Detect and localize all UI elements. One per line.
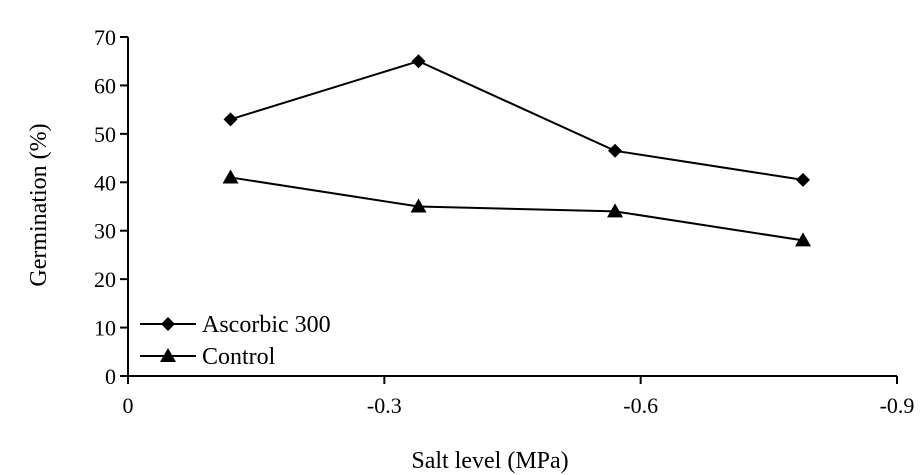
y-tick-label: 30 [94, 219, 116, 244]
data-point [608, 143, 623, 158]
y-tick-label: 60 [94, 73, 116, 98]
data-point [223, 112, 238, 127]
series-2 [222, 169, 812, 247]
y-tick-label: 70 [94, 25, 116, 50]
x-tick-label: -0.9 [880, 393, 915, 418]
data-point [411, 54, 426, 69]
y-tick-label: 10 [94, 316, 116, 341]
series-layer [222, 54, 812, 247]
x-tick-label: -0.6 [623, 393, 658, 418]
legend-item: Ascorbic 300 [140, 312, 331, 338]
y-tick-label: 0 [105, 364, 116, 389]
data-point [607, 203, 624, 218]
legend-marker [160, 348, 176, 362]
y-tick-label: 40 [94, 170, 116, 195]
x-tick-label: 0 [123, 393, 134, 418]
legend-label: Ascorbic 300 [202, 312, 331, 338]
axes: 0 10 20 30 40 50 60 70 0 -0.3 -0.6 -0.9 [94, 25, 914, 418]
y-axis-title: Germination (%) [26, 123, 52, 286]
y-tick-label: 20 [94, 267, 116, 292]
data-point [795, 232, 812, 247]
legend-marker [161, 317, 175, 331]
legend-label: Control [202, 344, 276, 370]
series-1 [223, 54, 811, 187]
y-tick-label: 50 [94, 122, 116, 147]
series-line [230, 60, 804, 181]
x-axis-title: Salt level (MPa) [411, 448, 568, 474]
data-point [410, 198, 427, 213]
series-line [230, 176, 804, 242]
x-tick-label: -0.3 [367, 393, 402, 418]
legend-item: Control [140, 344, 276, 370]
data-point [222, 169, 239, 184]
legend: Ascorbic 300 Control [140, 312, 331, 370]
data-point [796, 172, 811, 187]
